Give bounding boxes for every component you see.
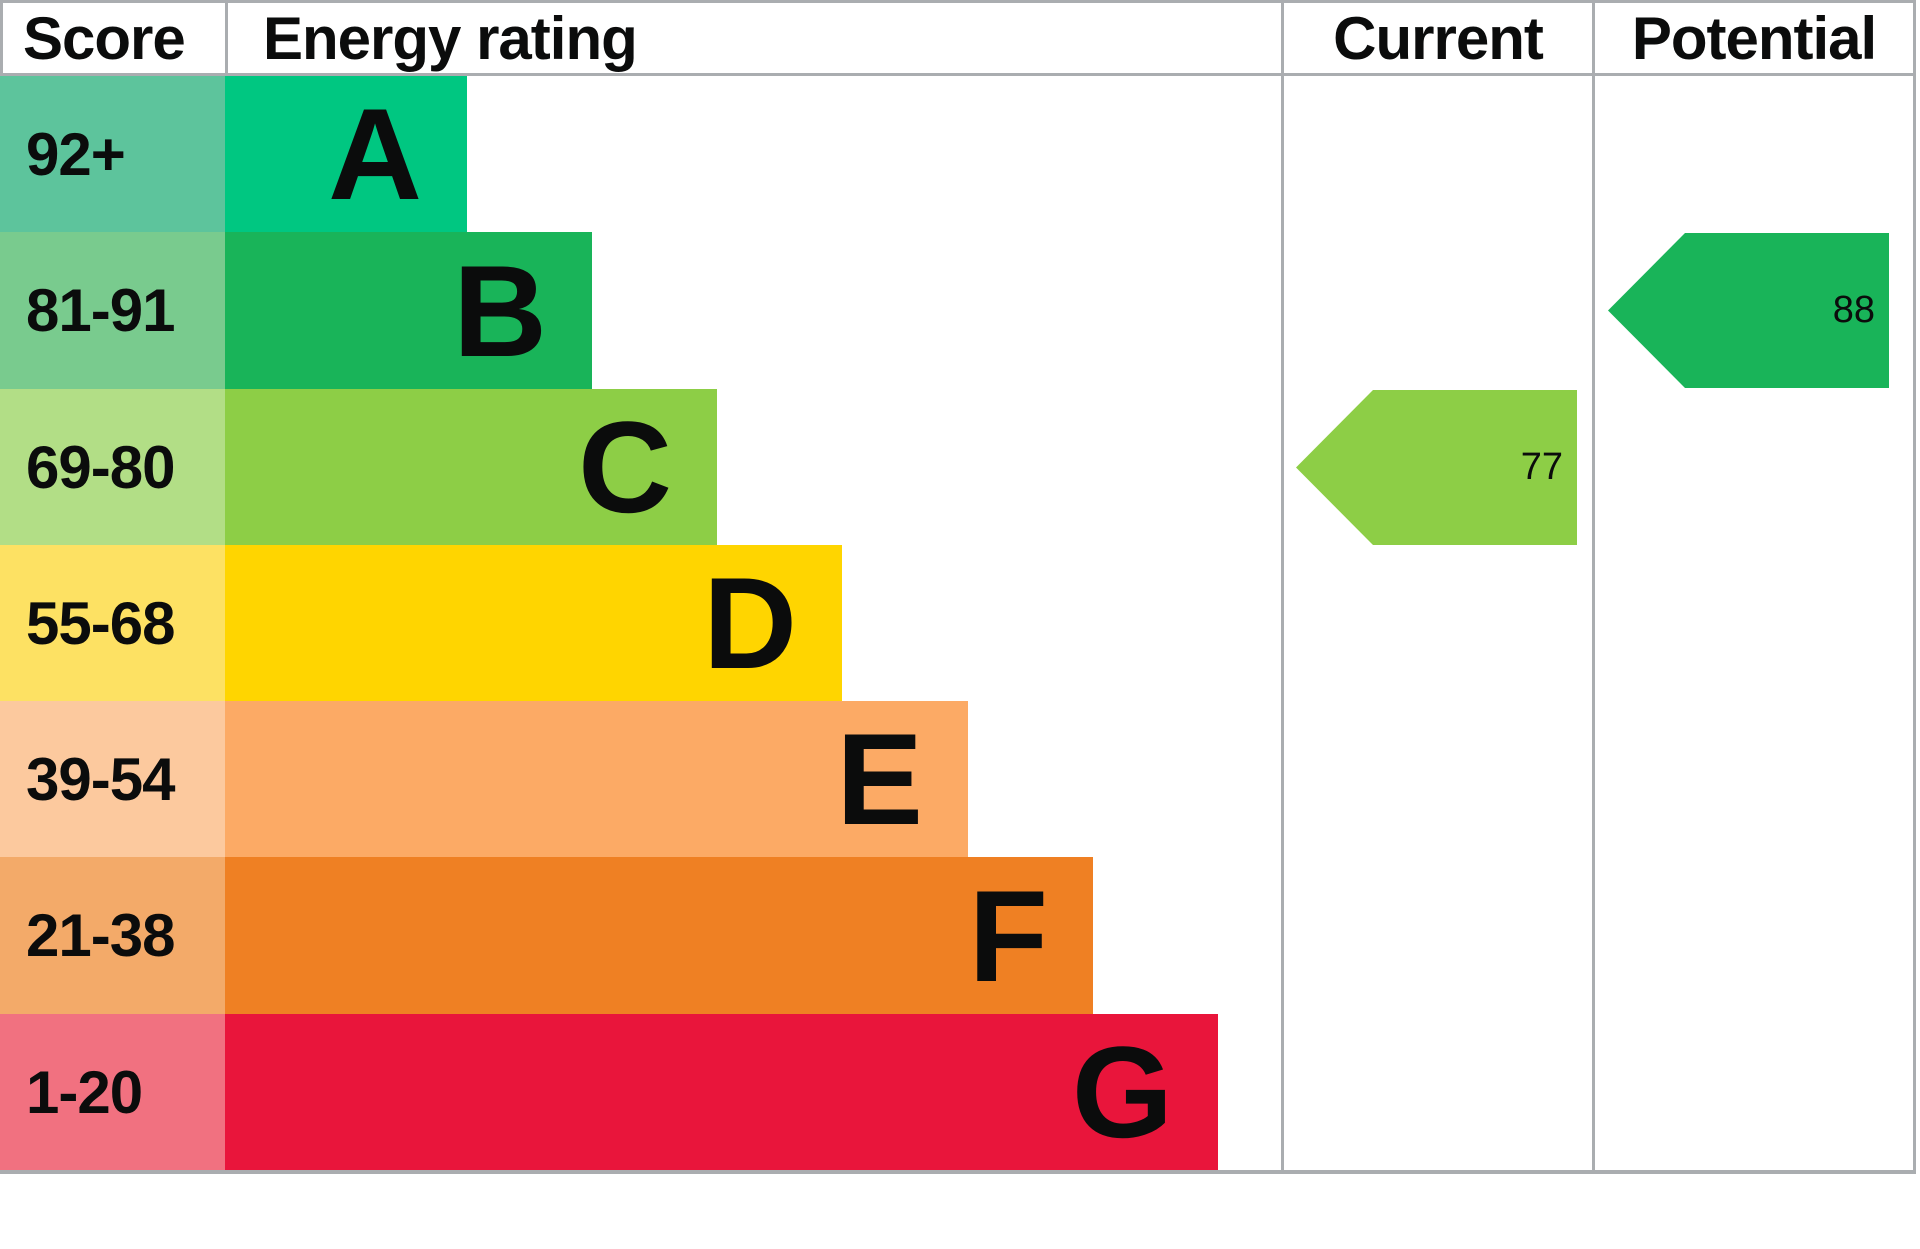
score-cell-c: 69-80	[0, 389, 225, 545]
current-rating-arrow: 77	[1296, 390, 1577, 545]
score-cell-e: 39-54	[0, 701, 225, 857]
table-right-border	[1913, 0, 1916, 1170]
header-left-border	[0, 0, 3, 76]
score-range-label: 69-80	[26, 433, 175, 501]
band-letter: B	[453, 237, 547, 384]
band-letter: G	[1071, 1019, 1173, 1165]
band-bar-f: F	[225, 857, 1093, 1014]
score-range-label: 81-91	[26, 277, 175, 344]
band-letter: C	[578, 394, 672, 540]
band-bar-e: E	[225, 701, 968, 857]
energy-rating-column-header: Energy rating	[263, 4, 638, 72]
band-bar-d: D	[225, 545, 842, 701]
score-cell-g: 1-20	[0, 1014, 225, 1170]
score-range-label: 92+	[26, 120, 126, 188]
band-letter: D	[703, 550, 797, 696]
score-column-divider	[225, 0, 228, 76]
table-top-border	[0, 0, 1916, 3]
header-bottom-border	[0, 73, 1916, 76]
current-column-left-divider	[1281, 0, 1284, 1170]
potential-column-left-divider	[1592, 0, 1595, 1170]
band-letter: A	[328, 81, 422, 227]
potential-column-header: Potential	[1631, 4, 1877, 72]
band-bar-c: C	[225, 389, 717, 545]
score-column-header: Score	[23, 4, 186, 72]
band-letter: F	[968, 862, 1048, 1009]
score-cell-a: 92+	[0, 76, 225, 232]
score-cell-d: 55-68	[0, 545, 225, 701]
score-range-label: 39-54	[26, 745, 175, 813]
score-cell-b: 81-91	[0, 232, 225, 389]
potential-rating-value: 88	[1832, 289, 1875, 331]
score-range-label: 21-38	[26, 902, 175, 969]
band-bar-g: G	[225, 1014, 1218, 1170]
potential-rating-arrow: 88	[1608, 233, 1889, 388]
score-range-label: 1-20	[26, 1058, 143, 1126]
score-cell-f: 21-38	[0, 857, 225, 1014]
table-bottom-border	[0, 1170, 1916, 1174]
band-bar-b: B	[225, 232, 592, 389]
current-rating-value: 77	[1520, 446, 1563, 488]
score-range-label: 55-68	[26, 589, 175, 657]
band-letter: E	[836, 706, 923, 852]
band-bar-a: A	[225, 76, 467, 232]
current-column-header: Current	[1333, 4, 1544, 72]
